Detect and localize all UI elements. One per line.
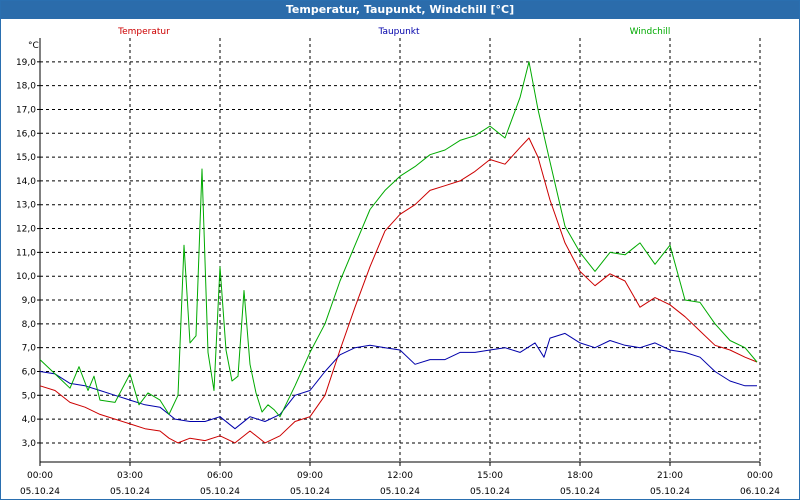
y-tick-label: 14,0 (16, 177, 36, 187)
x-tick-date-label: 05.10.24 (290, 487, 330, 497)
x-tick-time-label: 18:00 (567, 471, 593, 481)
x-tick-time-label: 03:00 (117, 471, 143, 481)
y-tick-label: 9,0 (22, 296, 37, 306)
y-axis-label: °C (28, 41, 39, 51)
x-tick-date-label: 05.10.24 (110, 487, 150, 497)
series-line-windchill (39, 61, 758, 418)
x-tick-date-label: 06.10.24 (740, 487, 780, 497)
x-tick-time-label: 00:00 (747, 471, 773, 481)
y-tick-label: 3,0 (22, 439, 37, 449)
chart-title: Temperatur, Taupunkt, Windchill [°C] (1, 1, 799, 19)
y-tick-label: 15,0 (16, 153, 36, 163)
x-tick-time-label: 12:00 (387, 471, 413, 481)
y-tick-label: 8,0 (22, 320, 37, 330)
x-tick-date-label: 05.10.24 (650, 487, 690, 497)
y-tick-label: 11,0 (16, 248, 36, 258)
y-tick-label: 17,0 (16, 105, 36, 115)
x-tick-time-label: 09:00 (297, 471, 323, 481)
y-tick-label: 4,0 (22, 415, 37, 425)
x-tick-date-label: 05.10.24 (470, 487, 510, 497)
x-tick-date-label: 05.10.24 (560, 487, 600, 497)
y-tick-label: 12,0 (16, 225, 36, 235)
x-tick-date-label: 05.10.24 (200, 487, 240, 497)
x-tick-time-label: 21:00 (657, 471, 683, 481)
y-tick-label: 19,0 (16, 58, 36, 68)
legend-taupunkt: Taupunkt (377, 27, 420, 37)
legend-windchill: Windchill (630, 27, 671, 37)
x-tick-time-label: 06:00 (207, 471, 233, 481)
x-tick-time-label: 15:00 (477, 471, 503, 481)
x-tick-date-label: 05.10.24 (20, 487, 60, 497)
y-tick-label: 18,0 (16, 82, 36, 92)
y-tick-label: 10,0 (16, 272, 36, 282)
y-tick-label: 7,0 (22, 344, 37, 354)
y-tick-label: 16,0 (16, 129, 36, 139)
x-tick-date-label: 05.10.24 (380, 487, 420, 497)
series-line-taupunkt (39, 332, 757, 430)
legend-temperatur: Temperatur (117, 27, 170, 37)
y-tick-label: 5,0 (22, 391, 37, 401)
y-tick-label: 13,0 (16, 201, 36, 211)
x-tick-time-label: 00:00 (27, 471, 53, 481)
y-tick-label: 6,0 (22, 367, 37, 377)
series-line-temperatur (39, 137, 758, 444)
